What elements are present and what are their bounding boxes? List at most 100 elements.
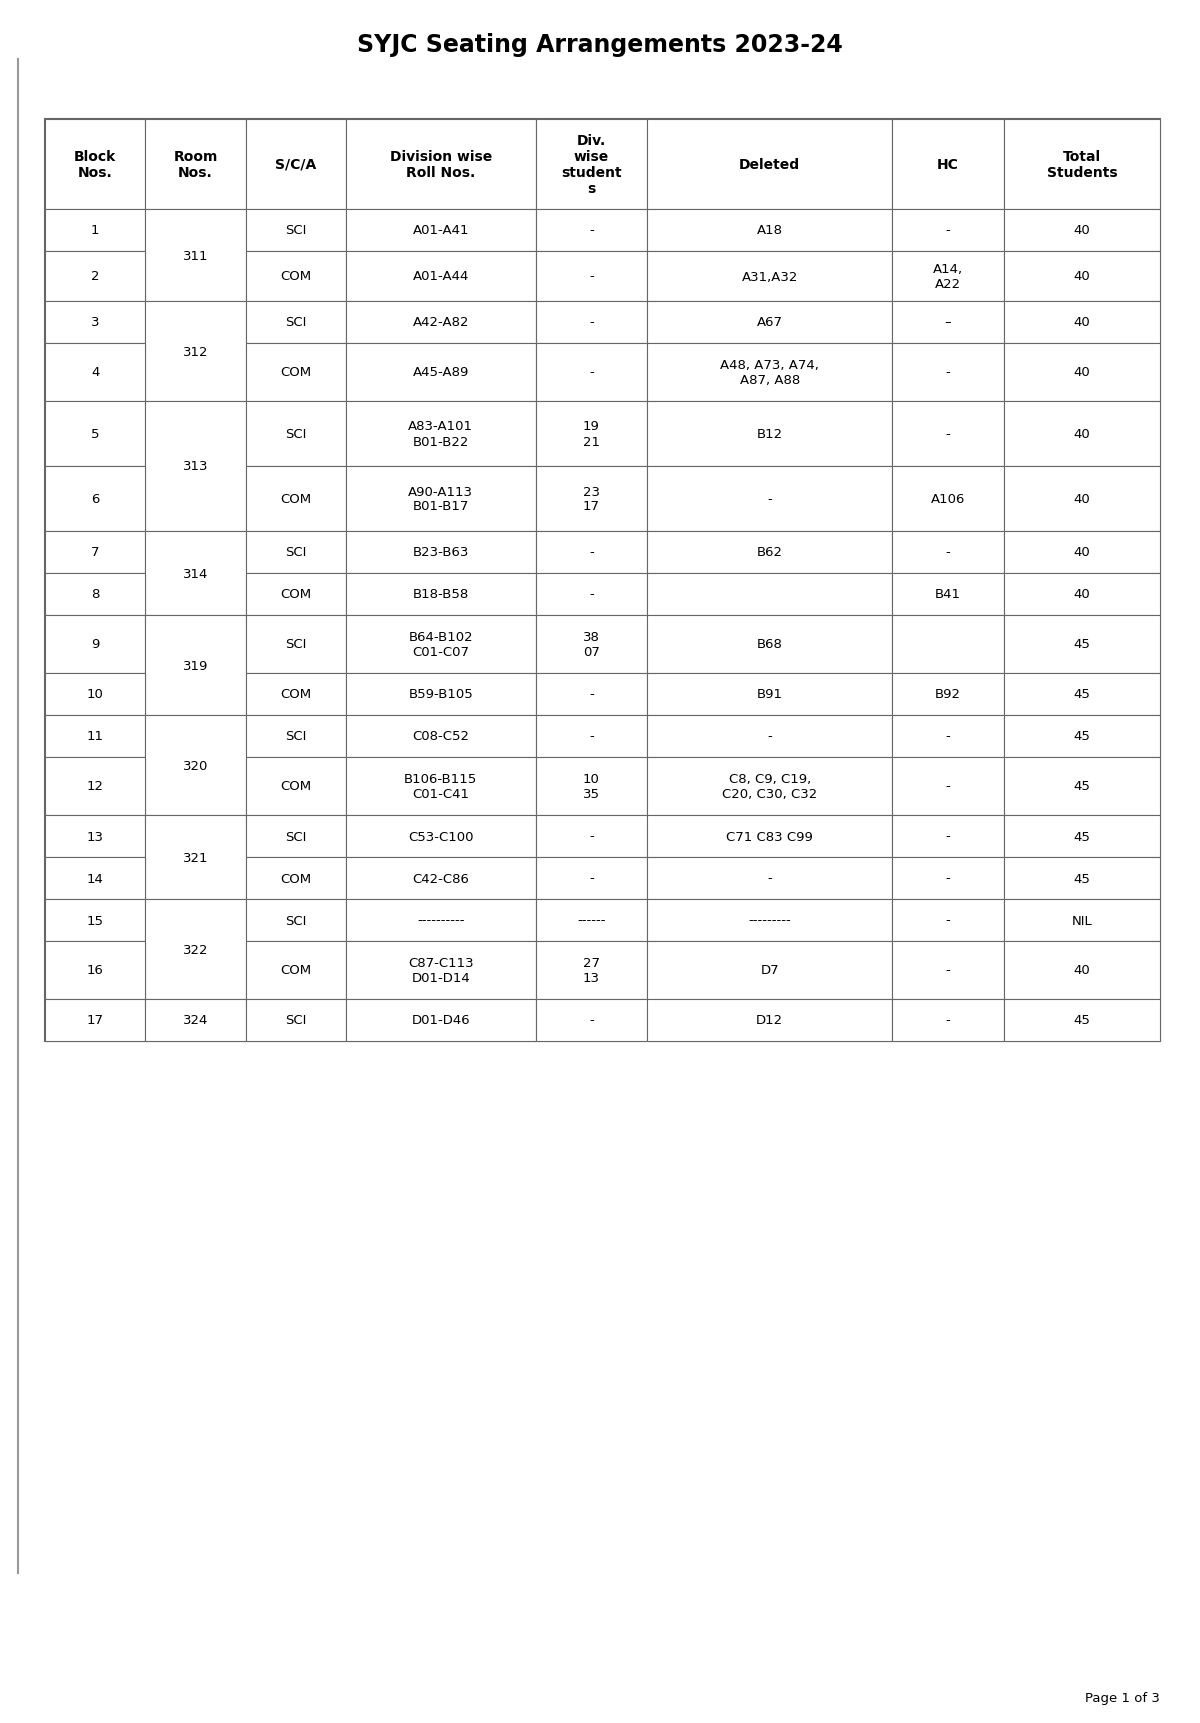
Bar — [145, 899, 246, 999]
Bar — [346, 674, 535, 715]
Bar — [647, 815, 893, 858]
Text: S/C/A: S/C/A — [275, 159, 317, 172]
Bar — [346, 467, 535, 532]
Text: 9: 9 — [91, 638, 100, 651]
Text: COM: COM — [281, 872, 312, 886]
Text: B41: B41 — [935, 588, 961, 601]
Text: -: - — [767, 493, 772, 507]
Bar — [145, 121, 246, 210]
Bar — [647, 574, 893, 615]
Bar — [246, 532, 346, 574]
Bar — [535, 302, 647, 345]
Text: -: - — [946, 872, 950, 886]
Text: 40: 40 — [1074, 427, 1091, 441]
Text: Total
Students: Total Students — [1046, 150, 1117, 179]
Bar — [647, 858, 893, 899]
Text: -: - — [589, 367, 594, 379]
Bar — [145, 999, 246, 1041]
Bar — [46, 210, 145, 252]
Text: -: - — [946, 913, 950, 927]
Bar — [46, 252, 145, 302]
Text: A48, A73, A74,
A87, A88: A48, A73, A74, A87, A88 — [720, 358, 820, 386]
Text: A31,A32: A31,A32 — [742, 271, 798, 283]
Text: D12: D12 — [756, 1013, 784, 1027]
Text: -: - — [589, 588, 594, 601]
Bar — [346, 345, 535, 401]
Text: –: – — [944, 317, 952, 329]
Text: -: - — [589, 317, 594, 329]
Text: COM: COM — [281, 687, 312, 701]
Bar — [535, 615, 647, 674]
Text: A83-A101
B01-B22: A83-A101 B01-B22 — [408, 420, 473, 448]
Text: 45: 45 — [1074, 781, 1091, 793]
Text: Deleted: Deleted — [739, 159, 800, 172]
Text: -: - — [946, 731, 950, 743]
Bar — [246, 574, 346, 615]
Text: 12: 12 — [86, 781, 103, 793]
Bar — [1004, 758, 1160, 815]
Text: 45: 45 — [1074, 687, 1091, 701]
Bar — [346, 121, 535, 210]
Bar — [246, 674, 346, 715]
Bar — [246, 401, 346, 467]
Text: A90-A113
B01-B17: A90-A113 B01-B17 — [408, 486, 473, 513]
Text: -: - — [589, 731, 594, 743]
Text: A42-A82: A42-A82 — [413, 317, 469, 329]
Text: -: - — [589, 546, 594, 560]
Bar — [246, 715, 346, 758]
Bar — [535, 858, 647, 899]
Text: SCI: SCI — [286, 317, 306, 329]
Text: HC: HC — [937, 159, 959, 172]
Bar — [647, 615, 893, 674]
Bar — [893, 467, 1004, 532]
Bar — [893, 615, 1004, 674]
Text: SCI: SCI — [286, 913, 306, 927]
Text: -: - — [589, 830, 594, 843]
Text: C87-C113
D01-D14: C87-C113 D01-D14 — [408, 956, 474, 984]
Bar — [893, 210, 1004, 252]
Bar — [1004, 467, 1160, 532]
Text: A01-A41: A01-A41 — [413, 224, 469, 238]
Bar — [1004, 574, 1160, 615]
Text: A01-A44: A01-A44 — [413, 271, 469, 283]
Text: -: - — [767, 731, 772, 743]
Bar — [1004, 815, 1160, 858]
Bar — [46, 401, 145, 467]
Bar — [346, 815, 535, 858]
Text: B18-B58: B18-B58 — [413, 588, 469, 601]
Text: 16: 16 — [86, 963, 103, 977]
Bar — [346, 252, 535, 302]
Bar — [535, 999, 647, 1041]
Text: D7: D7 — [761, 963, 779, 977]
Bar — [1004, 345, 1160, 401]
Text: -: - — [589, 271, 594, 283]
Bar — [46, 467, 145, 532]
Bar — [1004, 532, 1160, 574]
Bar — [246, 210, 346, 252]
Text: A106: A106 — [931, 493, 965, 507]
Bar — [1004, 999, 1160, 1041]
Bar — [893, 899, 1004, 941]
Text: 3: 3 — [91, 317, 100, 329]
Text: 7: 7 — [91, 546, 100, 560]
Bar — [46, 302, 145, 345]
Text: NIL: NIL — [1072, 913, 1092, 927]
Text: C08-C52: C08-C52 — [413, 731, 469, 743]
Text: 45: 45 — [1074, 830, 1091, 843]
Bar — [246, 467, 346, 532]
Text: 19
21: 19 21 — [583, 420, 600, 448]
Bar — [647, 467, 893, 532]
Bar — [46, 532, 145, 574]
Text: A67: A67 — [757, 317, 782, 329]
Bar — [1004, 858, 1160, 899]
Bar — [145, 302, 246, 401]
Bar — [246, 899, 346, 941]
Bar — [893, 941, 1004, 999]
Text: COM: COM — [281, 963, 312, 977]
Bar — [246, 252, 346, 302]
Bar — [46, 715, 145, 758]
Bar — [1004, 615, 1160, 674]
Bar — [893, 815, 1004, 858]
Text: 40: 40 — [1074, 271, 1091, 283]
Text: ------: ------ — [577, 913, 606, 927]
